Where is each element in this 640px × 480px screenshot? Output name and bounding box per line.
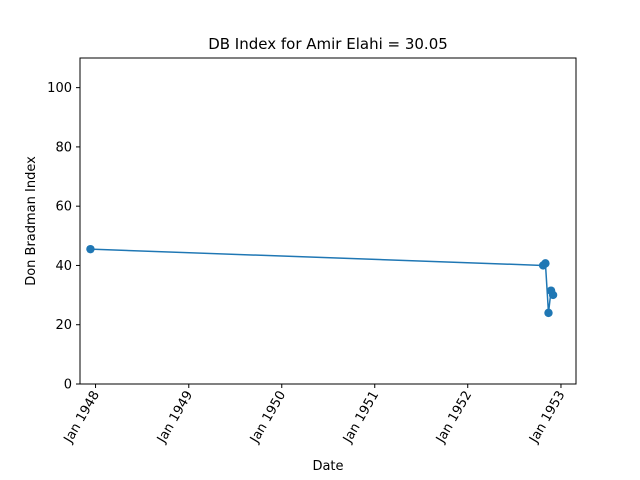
- data-point: [541, 259, 550, 268]
- data-point: [544, 308, 553, 318]
- x-tick-label: Jan 1948: [61, 389, 103, 447]
- data-point: [86, 244, 95, 254]
- y-tick-label: 40: [55, 259, 72, 274]
- series-layer: [86, 244, 558, 318]
- x-tick-label: Jan 1949: [154, 389, 196, 447]
- data-point: [548, 290, 558, 300]
- plot-frame: [79, 57, 577, 385]
- chart-title: DB Index for Amir Elahi = 30.05: [208, 35, 448, 53]
- y-tick-label: 100: [47, 81, 72, 96]
- x-tick-label: Jan 1950: [247, 389, 289, 447]
- y-tick-label: 60: [55, 200, 72, 215]
- y-tick-label: 20: [55, 318, 72, 333]
- y-tick-label: 0: [64, 378, 72, 393]
- y-axis: 0 20 40 60 80 100: [47, 81, 80, 393]
- x-tick-label: Jan 1951: [340, 389, 382, 447]
- x-tick-label: Jan 1953: [526, 389, 568, 447]
- x-axis: Jan 1948 Jan 1949 Jan 1950 Jan 1951 Jan 1952…: [61, 384, 568, 447]
- y-axis-label: Don Bradman Index: [24, 156, 39, 286]
- series-line: [90, 248, 554, 313]
- x-tick-label: Jan 1952: [433, 389, 475, 447]
- y-tick-label: 80: [55, 140, 72, 155]
- x-axis-label: Date: [312, 459, 343, 474]
